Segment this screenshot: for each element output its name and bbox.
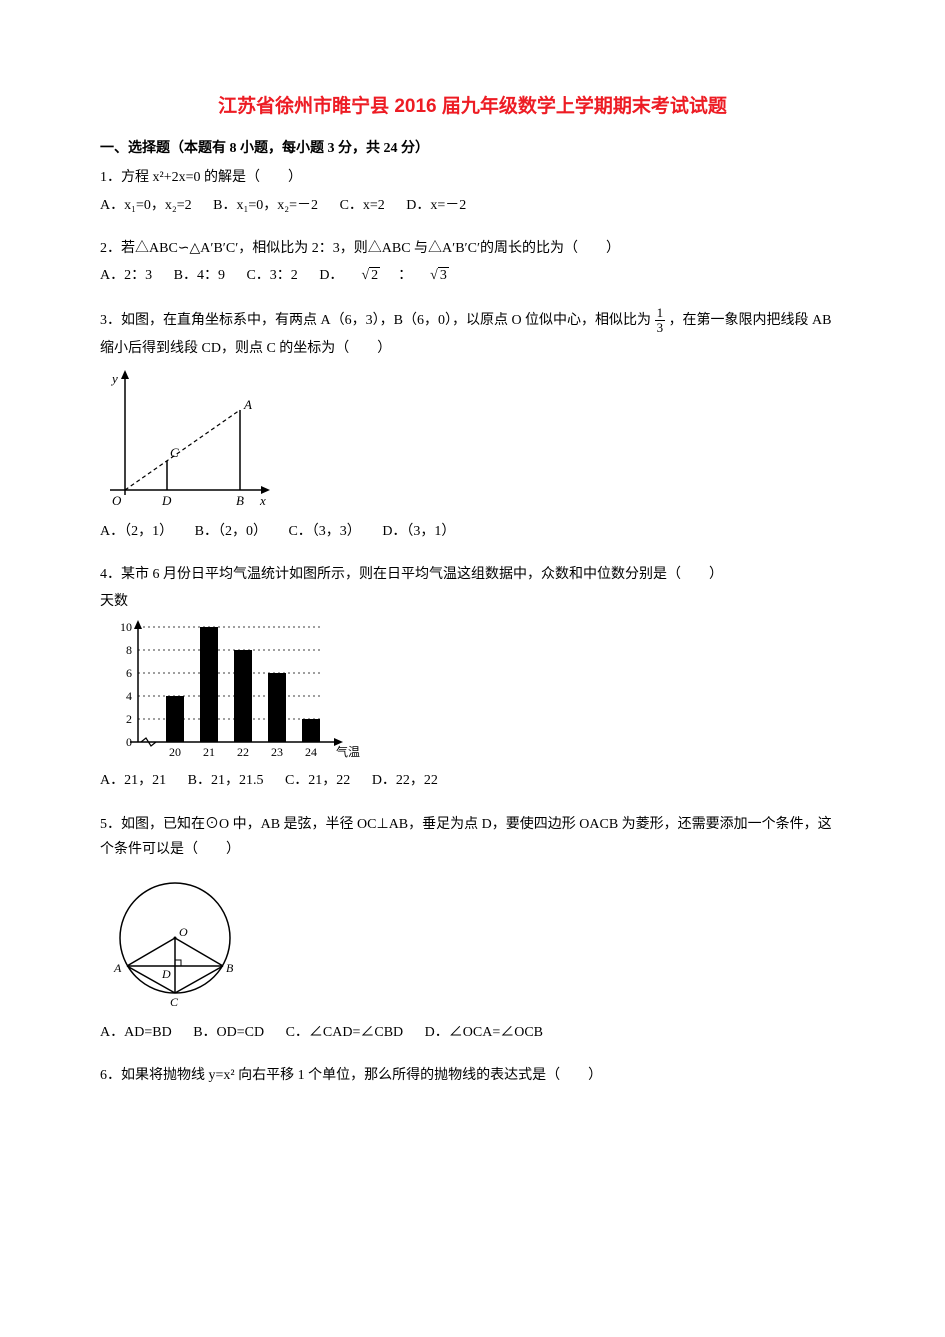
svg-text:D: D xyxy=(161,967,171,981)
q3-opt-a: A．（2，1） xyxy=(100,524,173,539)
svg-text:10: 10 xyxy=(120,620,132,634)
svg-text:气温/℃: 气温/℃ xyxy=(336,744,360,759)
q5-stem: 5．如图，已知在⊙O 中，AB 是弦，半径 OC⊥AB，垂足为点 D，要使四边形… xyxy=(100,812,845,862)
q2-opt-d: D．√2：√3 xyxy=(319,268,467,283)
svg-text:O: O xyxy=(112,493,122,508)
q1-opt-d: D．x=－2 xyxy=(406,198,466,213)
q4-options: A．21，21 B．21，21.5 C．21，22 D．22，22 xyxy=(100,768,845,793)
svg-text:D: D xyxy=(161,493,172,508)
q3-opt-d: D．（3，1） xyxy=(382,524,455,539)
q3-fraction: 13 xyxy=(655,306,666,336)
q5-opt-c: C．∠CAD=∠CBD xyxy=(286,1025,404,1040)
svg-text:x: x xyxy=(259,493,266,508)
q4-opt-c: C．21，22 xyxy=(285,773,350,788)
q3-opt-b: B．（2，0） xyxy=(195,524,267,539)
q3-stem-part1: 3．如图，在直角坐标系中，有两点 A（6，3），B（6，0），以原点 O 位似中… xyxy=(100,313,651,328)
q4-opt-d: D．22，22 xyxy=(372,773,438,788)
section-heading: 一、选择题（本题有 8 小题，每小题 3 分，共 24 分） xyxy=(100,136,845,161)
svg-text:20: 20 xyxy=(169,745,181,759)
question-5: 5．如图，已知在⊙O 中，AB 是弦，半径 OC⊥AB，垂足为点 D，要使四边形… xyxy=(100,812,845,1046)
q2-opt-b: B．4：9 xyxy=(174,268,225,283)
svg-text:22: 22 xyxy=(237,745,249,759)
question-3: 3．如图，在直角坐标系中，有两点 A（6，3），B（6，0），以原点 O 位似中… xyxy=(100,306,845,544)
question-1: 1．方程 x²+2x=0 的解是（ ） A．x₁=0，x₂=2 B．x₁=0，x… xyxy=(100,165,845,217)
svg-text:24: 24 xyxy=(305,745,317,759)
svg-text:y: y xyxy=(110,371,118,386)
q1-opt-a: A．x₁=0，x₂=2 xyxy=(100,198,192,213)
q2-stem: 2．若△ABC∽△A′B′C′，相似比为 2：3，则△ABC 与△A′B′C′的… xyxy=(100,236,845,261)
q1-opt-c: C．x=2 xyxy=(340,198,385,213)
q2-d-prefix: D． xyxy=(319,268,343,283)
svg-text:6: 6 xyxy=(126,666,132,680)
q3-diagram: y x O D B C A xyxy=(100,365,280,515)
svg-text:8: 8 xyxy=(126,643,132,657)
svg-text:A: A xyxy=(113,961,122,975)
svg-text:4: 4 xyxy=(126,689,132,703)
svg-text:O: O xyxy=(179,925,188,939)
svg-text:C: C xyxy=(170,995,179,1009)
q5-opt-d: D．∠OCA=∠OCB xyxy=(425,1025,543,1040)
q5-opt-b: B．OD=CD xyxy=(193,1025,264,1040)
svg-text:A: A xyxy=(243,397,252,412)
q2-options: A．2：3 B．4：9 C．3：2 D．√2：√3 xyxy=(100,263,845,288)
question-2: 2．若△ABC∽△A′B′C′，相似比为 2：3，则△ABC 与△A′B′C′的… xyxy=(100,236,845,288)
svg-text:0: 0 xyxy=(126,735,132,749)
svg-text:B: B xyxy=(226,961,234,975)
q2-opt-c: C．3：2 xyxy=(246,268,297,283)
svg-text:21: 21 xyxy=(203,745,215,759)
svg-text:23: 23 xyxy=(271,745,283,759)
q1-opt-b: B．x₁=0，x₂=－2 xyxy=(213,198,318,213)
q5-options: A．AD=BD B．OD=CD C．∠CAD=∠CBD D．∠OCA=∠OCB xyxy=(100,1020,845,1045)
q3-frac-den: 3 xyxy=(655,321,666,335)
question-6: 6．如果将抛物线 y=x² 向右平移 1 个单位，那么所得的抛物线的表达式是（ … xyxy=(100,1063,845,1088)
q4-bar-chart: 02468102021222324气温/℃ xyxy=(100,614,360,764)
page-title: 江苏省徐州市睢宁县 2016 届九年级数学上学期期末考试试题 xyxy=(100,90,845,124)
q4-opt-b: B．21，21.5 xyxy=(188,773,264,788)
svg-text:C: C xyxy=(170,445,179,460)
q1-stem: 1．方程 x²+2x=0 的解是（ ） xyxy=(100,165,845,190)
q3-opt-c: C．（3，3） xyxy=(288,524,360,539)
svg-text:2: 2 xyxy=(126,712,132,726)
q6-stem: 6．如果将抛物线 y=x² 向右平移 1 个单位，那么所得的抛物线的表达式是（ … xyxy=(100,1063,845,1088)
q3-stem: 3．如图，在直角坐标系中，有两点 A（6，3），B（6，0），以原点 O 位似中… xyxy=(100,306,845,361)
q3-options: A．（2，1） B．（2，0） C．（3，3） D．（3，1） xyxy=(100,519,845,544)
q2-opt-a: A．2：3 xyxy=(100,268,152,283)
q2-d-colon: ： xyxy=(398,268,412,283)
question-4: 4．某市 6 月份日平均气温统计如图所示，则在日平均气温这组数据中，众数和中位数… xyxy=(100,562,845,794)
q4-ylabel: 天数 xyxy=(100,589,845,614)
q3-frac-num: 1 xyxy=(655,306,666,321)
q5-diagram: O A B C D xyxy=(100,866,250,1016)
svg-text:B: B xyxy=(236,493,244,508)
q5-opt-a: A．AD=BD xyxy=(100,1025,172,1040)
q4-opt-a: A．21，21 xyxy=(100,773,166,788)
q4-stem: 4．某市 6 月份日平均气温统计如图所示，则在日平均气温这组数据中，众数和中位数… xyxy=(100,562,845,587)
q1-options: A．x₁=0，x₂=2 B．x₁=0，x₂=－2 C．x=2 D．x=－2 xyxy=(100,193,845,218)
